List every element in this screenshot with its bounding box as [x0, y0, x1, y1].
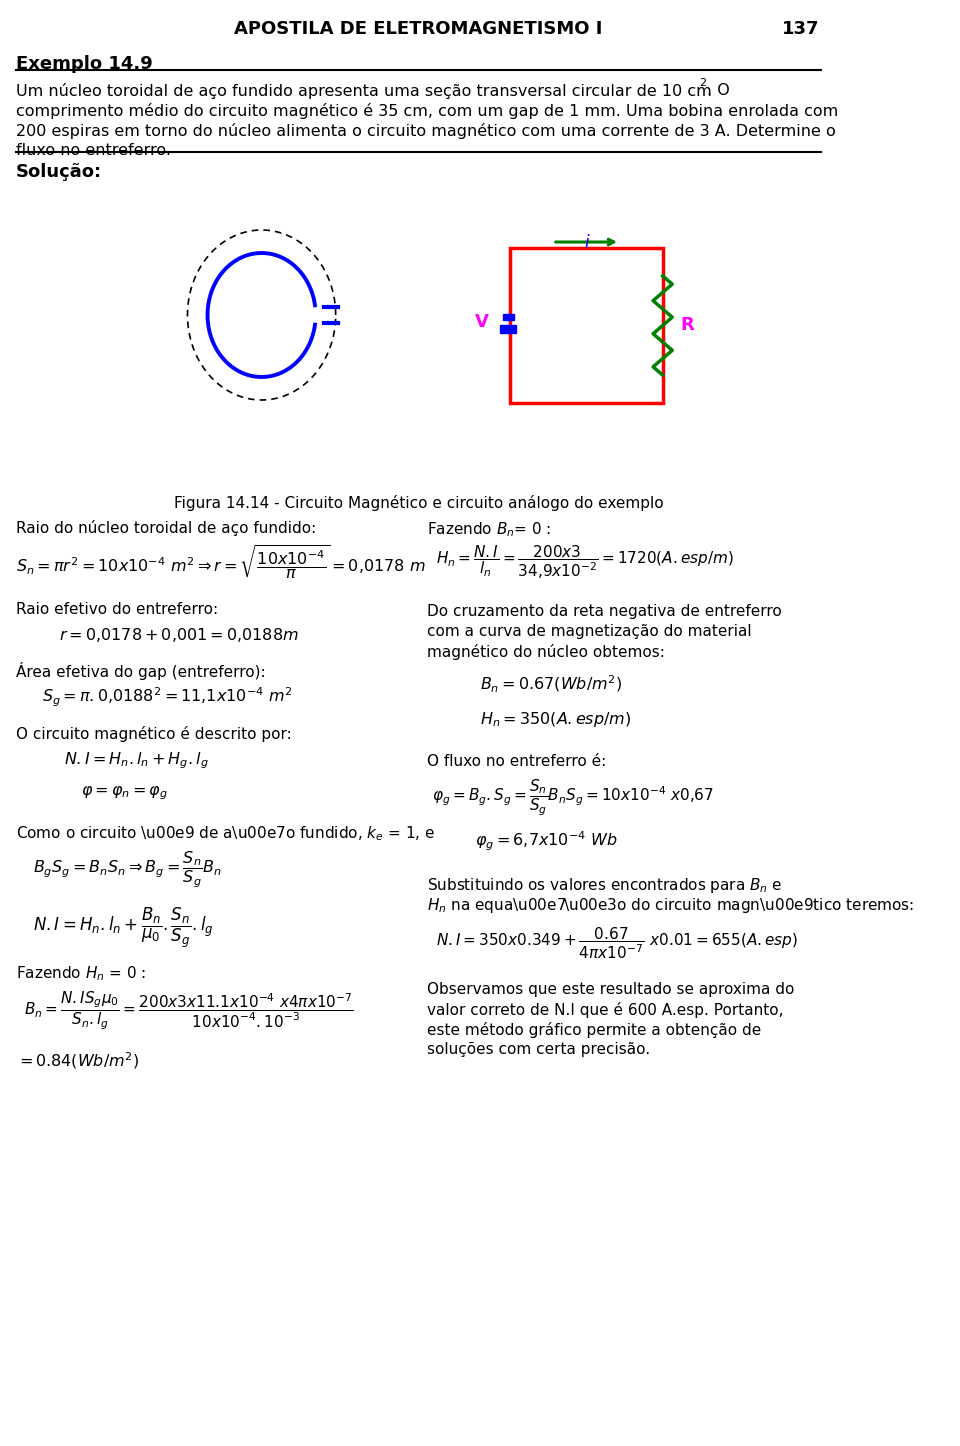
Text: $B_g S_g =B_n S_n \Rightarrow B_g = \dfrac{S_n}{S_g} B_n$: $B_g S_g =B_n S_n \Rightarrow B_g = \dfr…: [34, 850, 222, 891]
Text: soluções com certa precisão.: soluções com certa precisão.: [427, 1043, 650, 1057]
Text: $H_n$ na equa\u00e7\u00e3o do circuito magn\u00e9tico teremos:: $H_n$ na equa\u00e7\u00e3o do circuito m…: [427, 897, 915, 915]
Text: O circuito magnético é descrito por:: O circuito magnético é descrito por:: [15, 726, 292, 742]
Text: . O: . O: [708, 82, 730, 98]
Bar: [503, 314, 514, 320]
Text: $B_n = \dfrac{N.I S_g \mu_0}{S_n .l_g} = \dfrac{200x3x11.1x10^{-4}\ x4\pi x10^{-: $B_n = \dfrac{N.I S_g \mu_0}{S_n .l_g} =…: [24, 991, 354, 1032]
Text: 200 espiras em torno do núcleo alimenta o circuito magnético com uma corrente de: 200 espiras em torno do núcleo alimenta …: [15, 123, 835, 139]
Text: Exemplo 14.9: Exemplo 14.9: [15, 55, 153, 72]
Text: $B_n =0.67(Wb / m^2)$: $B_n =0.67(Wb / m^2)$: [480, 674, 622, 696]
Text: Do cruzamento da reta negativa de entreferro: Do cruzamento da reta negativa de entref…: [427, 604, 782, 619]
Text: $r=0{,}0178+0{,}001=0{,}0188m$: $r=0{,}0178+0{,}001=0{,}0188m$: [60, 626, 300, 643]
Text: V: V: [475, 314, 490, 331]
Text: este método gráfico permite a obtenção de: este método gráfico permite a obtenção d…: [427, 1022, 761, 1038]
Text: $S_n =\pi r^2 =10x10^{-4}\ m^2 \Rightarrow r = \sqrt{\dfrac{10x10^{-4}}{\pi}} = : $S_n =\pi r^2 =10x10^{-4}\ m^2 \Rightarr…: [15, 544, 425, 581]
Text: valor correto de N.I que é 600 A.esp. Portanto,: valor correto de N.I que é 600 A.esp. Po…: [427, 1002, 783, 1018]
Text: $H_n =\dfrac{N.I}{l_n}=\dfrac{200x3}{34{,}9x10^{-2}}=1720(A.esp/m)$: $H_n =\dfrac{N.I}{l_n}=\dfrac{200x3}{34{…: [436, 544, 733, 581]
Text: i: i: [584, 234, 588, 252]
Text: Raio efetivo do entreferro:: Raio efetivo do entreferro:: [15, 602, 218, 617]
Text: Fazendo $H_n$ = 0 :: Fazendo $H_n$ = 0 :: [15, 964, 146, 983]
Text: com a curva de magnetização do material: com a curva de magnetização do material: [427, 625, 752, 639]
Text: $N.I=350x0.349+\dfrac{0.67}{4\pi x10^{-7}}\ x0.01=655(A.esp)$: $N.I=350x0.349+\dfrac{0.67}{4\pi x10^{-7…: [436, 925, 798, 962]
Text: $N.I=H_n .l_n +H_g .l_g$: $N.I=H_n .l_n +H_g .l_g$: [63, 750, 208, 771]
Text: $\varphi=\varphi_n =\varphi_g$: $\varphi=\varphi_n =\varphi_g$: [81, 784, 168, 801]
Text: $N.I=H_n .l_n +\dfrac{B_n}{\mu_0}. \dfrac{S_n}{S_g} .l_g$: $N.I=H_n .l_n +\dfrac{B_n}{\mu_0}. \dfra…: [34, 907, 214, 950]
Text: $H_n =350(A.esp/m)$: $H_n =350(A.esp/m)$: [480, 710, 631, 729]
Bar: [500, 324, 516, 333]
Text: $S_g =\pi .0{,}0188^2 =11{,}1x10^{-4}\ m^2$: $S_g =\pi .0{,}0188^2 =11{,}1x10^{-4}\ m…: [42, 685, 293, 710]
Text: 2: 2: [699, 78, 707, 88]
Bar: [510, 249, 662, 403]
Text: R: R: [680, 317, 694, 334]
Text: Solução:: Solução:: [15, 163, 102, 181]
Text: fluxo no entreferro.: fluxo no entreferro.: [15, 143, 171, 158]
Text: Raio do núcleo toroidal de aço fundido:: Raio do núcleo toroidal de aço fundido:: [15, 521, 316, 536]
Text: comprimento médio do circuito magnético é 35 cm, com um gap de 1 mm. Uma bobina : comprimento médio do circuito magnético …: [15, 103, 838, 119]
Text: 137: 137: [782, 20, 820, 38]
Text: Substituindo os valores encontrados para $B_n$ e: Substituindo os valores encontrados para…: [427, 876, 782, 895]
Text: Figura 14.14 - Circuito Magnético e circuito análogo do exemplo: Figura 14.14 - Circuito Magnético e circ…: [174, 495, 663, 510]
Text: $\varphi_g =B_g .S_g = \dfrac{S_n}{S_g} B_n S_g = 10x10^{-4}\ x0{,}67$: $\varphi_g =B_g .S_g = \dfrac{S_n}{S_g} …: [432, 778, 713, 818]
Text: $\varphi_g = 6{,}7x10^{-4}\ Wb$: $\varphi_g = 6{,}7x10^{-4}\ Wb$: [475, 830, 618, 853]
Text: Fazendo $B_n$= 0 :: Fazendo $B_n$= 0 :: [427, 521, 551, 539]
Text: magnético do núcleo obtemos:: magnético do núcleo obtemos:: [427, 643, 665, 659]
Text: Um núcleo toroidal de aço fundido apresenta uma seção transversal circular de 10: Um núcleo toroidal de aço fundido aprese…: [15, 82, 711, 98]
Text: APOSTILA DE ELETROMAGNETISMO I: APOSTILA DE ELETROMAGNETISMO I: [234, 20, 603, 38]
Text: Como o circuito \u00e9 de a\u00e7o fundido, $k_e$ = 1, e: Como o circuito \u00e9 de a\u00e7o fundi…: [15, 824, 435, 843]
Text: Área efetiva do gap (entreferro):: Área efetiva do gap (entreferro):: [15, 662, 265, 680]
Text: Observamos que este resultado se aproxima do: Observamos que este resultado se aproxim…: [427, 982, 795, 996]
Text: O fluxo no entreferro é:: O fluxo no entreferro é:: [427, 753, 607, 769]
Text: $=0.84(Wb / m^2)$: $=0.84(Wb / m^2)$: [15, 1050, 139, 1070]
